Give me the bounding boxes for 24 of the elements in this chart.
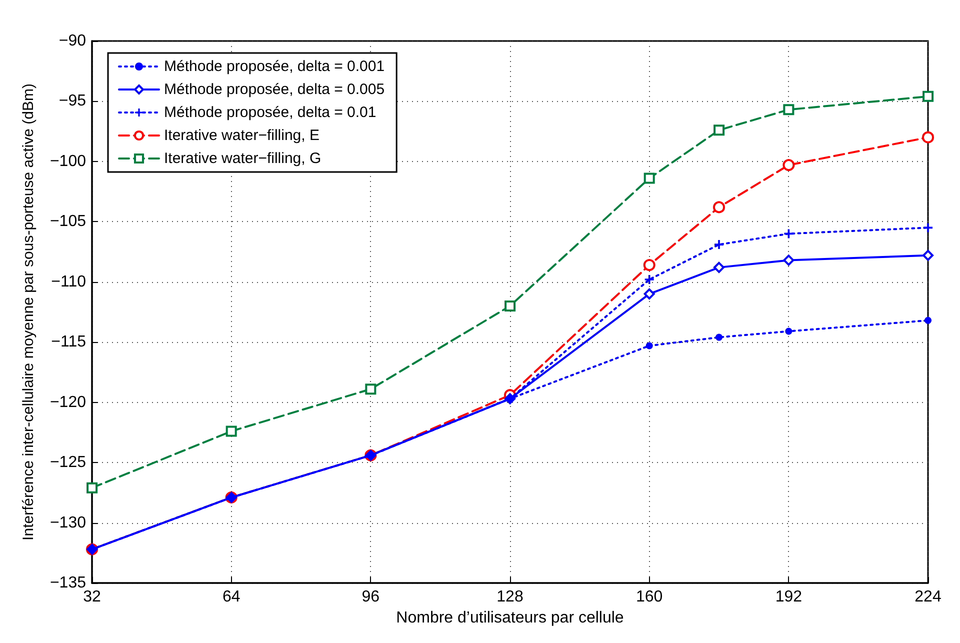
x-tick-label: 96: [362, 588, 380, 606]
y-tick-label: −95: [58, 92, 86, 110]
legend-label: Méthode proposée, delta = 0.005: [164, 81, 385, 98]
y-tick-label: −90: [58, 32, 86, 50]
y-tick-label: −120: [50, 394, 86, 411]
x-tick-label: 224: [914, 588, 942, 606]
x-tick-label: 128: [496, 588, 524, 606]
y-tick-label: −110: [51, 273, 86, 290]
legend-label: Iterative water−filling, G: [164, 150, 322, 167]
x-tick-label: 160: [636, 588, 663, 606]
x-tick-label: 32: [83, 588, 101, 606]
legend-label: Méthode proposée, delta = 0.001: [164, 58, 385, 75]
x-axis-title: Nombre d’utilisateurs par cellule: [396, 609, 624, 626]
y-tick-label: −115: [51, 334, 86, 351]
x-tick-label: 64: [222, 588, 240, 606]
y-tick-label: −125: [50, 454, 86, 472]
legend-label: Iterative water−filling, E: [164, 127, 320, 144]
x-tick-label: 192: [775, 588, 802, 606]
legend-label: Méthode proposée, delta = 0.01: [164, 104, 376, 121]
y-tick-label: −135: [50, 574, 86, 592]
y-axis-title: Interférence inter-cellulaire moyenne par sous-porteuse active (dBm): [20, 84, 37, 540]
y-tick-label: −105: [50, 213, 86, 230]
y-tick-label: −100: [50, 152, 86, 170]
y-tick-label: −130: [50, 514, 86, 532]
